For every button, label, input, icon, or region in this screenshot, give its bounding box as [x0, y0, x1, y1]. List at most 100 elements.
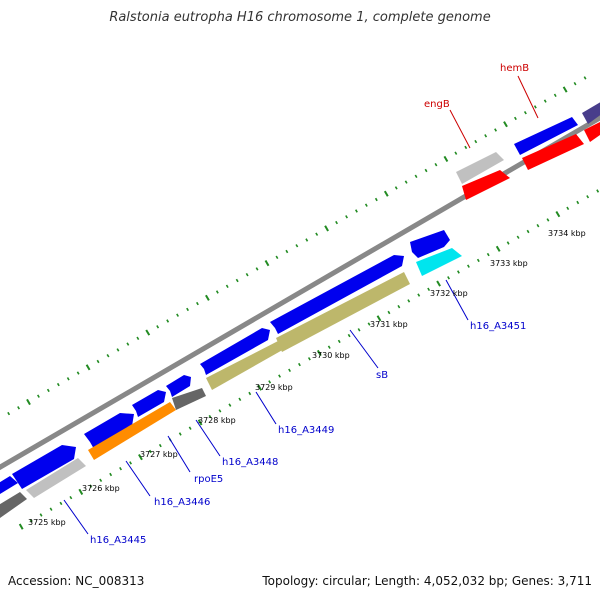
label-leaders-red — [449, 75, 539, 149]
tick-label: 3733 kbp — [490, 259, 528, 268]
tick-mark — [424, 168, 428, 173]
tick-mark — [288, 368, 291, 372]
tick-mark — [59, 501, 63, 506]
tick-mark — [129, 461, 132, 465]
gene-arrow[interactable] — [584, 120, 600, 142]
tick-mark — [387, 310, 391, 315]
genome-backbone — [0, 114, 600, 471]
tick-mark — [196, 301, 199, 306]
gene-arrow[interactable] — [522, 134, 584, 170]
gene-arrow[interactable] — [276, 272, 410, 352]
tick-mark — [176, 313, 179, 317]
tick-mark — [526, 229, 530, 234]
tick-mark — [566, 206, 570, 210]
tick-mark — [69, 495, 73, 500]
leader-line — [349, 329, 379, 369]
tick-mark — [494, 128, 497, 132]
tick-label: 3729 kbp — [255, 383, 293, 392]
tick-mark — [555, 210, 561, 218]
tick-mark — [495, 245, 501, 252]
gene-arrow[interactable] — [410, 230, 450, 258]
tick-mark — [345, 215, 348, 219]
tick-label: 3731 kbp — [370, 320, 408, 329]
gene-arrow[interactable] — [462, 170, 510, 200]
tick-mark — [407, 299, 411, 303]
tick-mark — [514, 116, 517, 121]
leader-line — [167, 435, 191, 473]
tick-label: 3728 kbp — [198, 416, 236, 425]
tick-mark — [383, 190, 389, 197]
tick-mark — [583, 76, 587, 80]
tick-mark — [357, 328, 361, 332]
tick-mark — [18, 523, 24, 530]
tick-mark — [295, 244, 299, 248]
gene-arrow[interactable] — [26, 458, 86, 498]
tick-mark — [178, 432, 182, 436]
tick-label: 3734 kbp — [548, 229, 586, 238]
tick-mark — [417, 293, 421, 297]
leader-line — [125, 460, 151, 497]
tick-mark — [464, 145, 468, 150]
gene-arrow[interactable] — [206, 340, 286, 390]
tick-mark — [148, 449, 152, 454]
gene-label[interactable]: h16_A3449 — [278, 425, 334, 436]
tick-mark — [264, 260, 270, 267]
gene-label[interactable]: engB — [424, 99, 450, 110]
leader-line — [445, 279, 469, 321]
tick-mark — [586, 195, 590, 199]
gene-label[interactable]: h16_A3448 — [222, 457, 278, 468]
gene-label[interactable]: sB — [376, 370, 388, 381]
gene-arrow[interactable] — [0, 492, 27, 518]
tick-mark — [96, 359, 100, 364]
tick-mark — [376, 315, 382, 322]
gene-arrow[interactable] — [270, 255, 404, 334]
tick-mark — [106, 353, 110, 358]
tick-mark — [553, 93, 557, 97]
gene-arrow[interactable] — [12, 445, 76, 489]
tick-mark — [235, 278, 239, 283]
gene-arrow[interactable] — [514, 117, 578, 155]
gene-arrow[interactable] — [132, 390, 166, 417]
gene-arrow[interactable] — [172, 388, 206, 410]
tick-mark — [268, 380, 272, 384]
tick-mark — [7, 411, 11, 416]
gene-arrow[interactable] — [166, 375, 191, 397]
tick-mark — [347, 333, 351, 338]
tick-mark — [145, 329, 151, 336]
gene-labels: h16_A3445 h16_A3446 rpoE5 h16_A3448 h16_… — [90, 63, 529, 546]
tick-mark — [298, 362, 301, 367]
gene-arrow[interactable] — [456, 152, 504, 184]
gene-arrow[interactable] — [0, 476, 18, 494]
tick-mark — [436, 280, 441, 287]
tick-mark — [457, 270, 460, 274]
tick-mark — [66, 377, 70, 381]
tick-mark — [562, 86, 568, 93]
tick-mark — [76, 371, 80, 375]
tick-mark — [305, 238, 309, 242]
gene-arrow[interactable] — [582, 100, 600, 124]
tick-mark — [205, 294, 210, 301]
gene-arrow[interactable] — [84, 413, 134, 449]
tick-mark — [138, 453, 143, 461]
tick-mark — [136, 336, 140, 340]
tick-mark — [197, 419, 203, 426]
tick-mark — [307, 357, 311, 361]
gene-label[interactable]: h16_A3446 — [154, 497, 210, 508]
tick-mark — [434, 163, 438, 167]
gene-label[interactable]: h16_A3451 — [470, 321, 526, 332]
gene-label[interactable]: rpoE5 — [194, 474, 223, 485]
accession-text: Accession: NC_008313 — [8, 574, 145, 588]
gene-arrow[interactable] — [416, 248, 462, 276]
tick-mark — [576, 200, 580, 205]
tick-mark — [546, 218, 550, 222]
gene-label[interactable]: hemB — [500, 63, 529, 74]
tick-mark — [26, 398, 31, 406]
tick-mark — [245, 273, 249, 277]
tick-mark — [367, 322, 371, 326]
tick-mark — [188, 426, 192, 430]
genes-inner — [0, 120, 600, 518]
gene-label[interactable]: h16_A3445 — [90, 535, 146, 546]
gene-arrow[interactable] — [200, 328, 270, 375]
gene-arrow[interactable] — [88, 402, 176, 460]
